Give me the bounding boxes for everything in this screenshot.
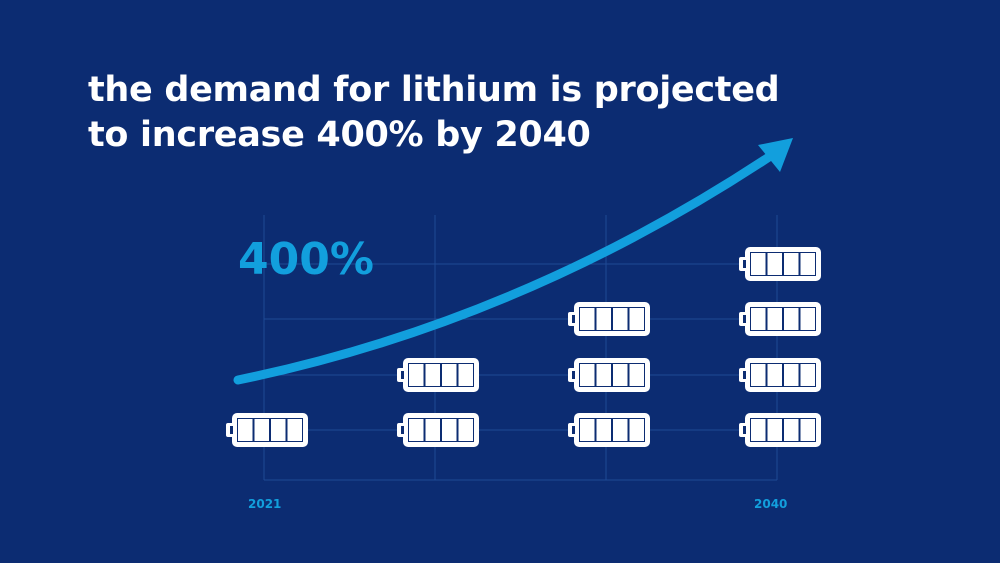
x-tick-label-2040: 2040 (754, 497, 787, 511)
battery-icon (568, 413, 650, 447)
battery-icon (739, 302, 821, 336)
battery-icon (397, 413, 479, 447)
battery-icon (739, 247, 821, 281)
battery-icon (568, 302, 650, 336)
battery-icon (568, 358, 650, 392)
x-tick-label-2021: 2021 (248, 497, 281, 511)
headline: the demand for lithium is projected to i… (88, 68, 780, 158)
battery-icon (226, 413, 308, 447)
battery-columns (226, 247, 821, 447)
trend-arrow-line (233, 150, 777, 385)
percent-annotation: 400% (238, 234, 374, 285)
battery-icon (739, 358, 821, 392)
battery-icon (739, 413, 821, 447)
battery-icon (397, 358, 479, 392)
headline-line-2: to increase 400% by 2040 (88, 115, 591, 155)
headline-line-1: the demand for lithium is projected (88, 70, 780, 110)
trend-arrowhead-icon (758, 138, 793, 172)
